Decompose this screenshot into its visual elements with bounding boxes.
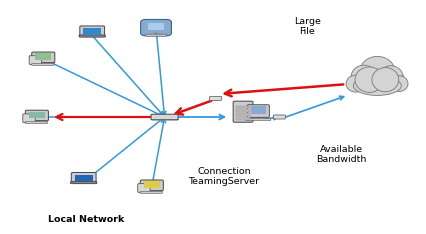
FancyBboxPatch shape: [142, 190, 161, 192]
FancyBboxPatch shape: [29, 56, 41, 64]
FancyBboxPatch shape: [273, 115, 285, 119]
FancyBboxPatch shape: [144, 181, 159, 188]
FancyBboxPatch shape: [147, 22, 164, 30]
Ellipse shape: [359, 56, 394, 87]
FancyBboxPatch shape: [235, 110, 250, 112]
FancyBboxPatch shape: [235, 106, 250, 108]
FancyBboxPatch shape: [235, 117, 250, 120]
FancyBboxPatch shape: [32, 52, 55, 63]
Ellipse shape: [345, 75, 364, 92]
Ellipse shape: [350, 65, 376, 88]
Text: Local Network: Local Network: [48, 215, 124, 224]
Text: Connection
TeamingServer: Connection TeamingServer: [188, 167, 259, 186]
FancyBboxPatch shape: [83, 28, 101, 35]
FancyBboxPatch shape: [80, 26, 104, 36]
FancyBboxPatch shape: [25, 122, 47, 124]
FancyBboxPatch shape: [32, 63, 54, 66]
FancyBboxPatch shape: [138, 184, 150, 192]
Ellipse shape: [389, 76, 407, 91]
FancyBboxPatch shape: [71, 172, 96, 183]
Ellipse shape: [371, 68, 398, 92]
FancyBboxPatch shape: [35, 54, 51, 60]
FancyBboxPatch shape: [75, 175, 92, 181]
FancyBboxPatch shape: [29, 112, 45, 118]
FancyBboxPatch shape: [235, 113, 250, 116]
FancyBboxPatch shape: [23, 114, 35, 123]
Ellipse shape: [378, 66, 402, 88]
FancyBboxPatch shape: [25, 110, 48, 121]
FancyBboxPatch shape: [140, 180, 163, 191]
Ellipse shape: [353, 74, 400, 93]
FancyBboxPatch shape: [140, 191, 162, 194]
Ellipse shape: [150, 34, 161, 35]
FancyBboxPatch shape: [247, 105, 269, 117]
Text: Large
File: Large File: [293, 17, 320, 36]
FancyBboxPatch shape: [145, 34, 166, 36]
FancyBboxPatch shape: [27, 121, 46, 122]
FancyBboxPatch shape: [79, 35, 105, 37]
Ellipse shape: [353, 76, 400, 95]
Text: Available
Bandwidth: Available Bandwidth: [315, 145, 366, 164]
FancyBboxPatch shape: [140, 19, 171, 36]
FancyBboxPatch shape: [152, 115, 178, 121]
FancyBboxPatch shape: [209, 96, 221, 100]
FancyBboxPatch shape: [250, 106, 265, 114]
FancyBboxPatch shape: [70, 182, 97, 184]
FancyBboxPatch shape: [245, 118, 270, 121]
FancyBboxPatch shape: [233, 101, 252, 122]
FancyBboxPatch shape: [33, 62, 53, 64]
FancyBboxPatch shape: [151, 114, 178, 120]
Text: Internet: Internet: [359, 73, 403, 82]
Ellipse shape: [354, 67, 383, 92]
